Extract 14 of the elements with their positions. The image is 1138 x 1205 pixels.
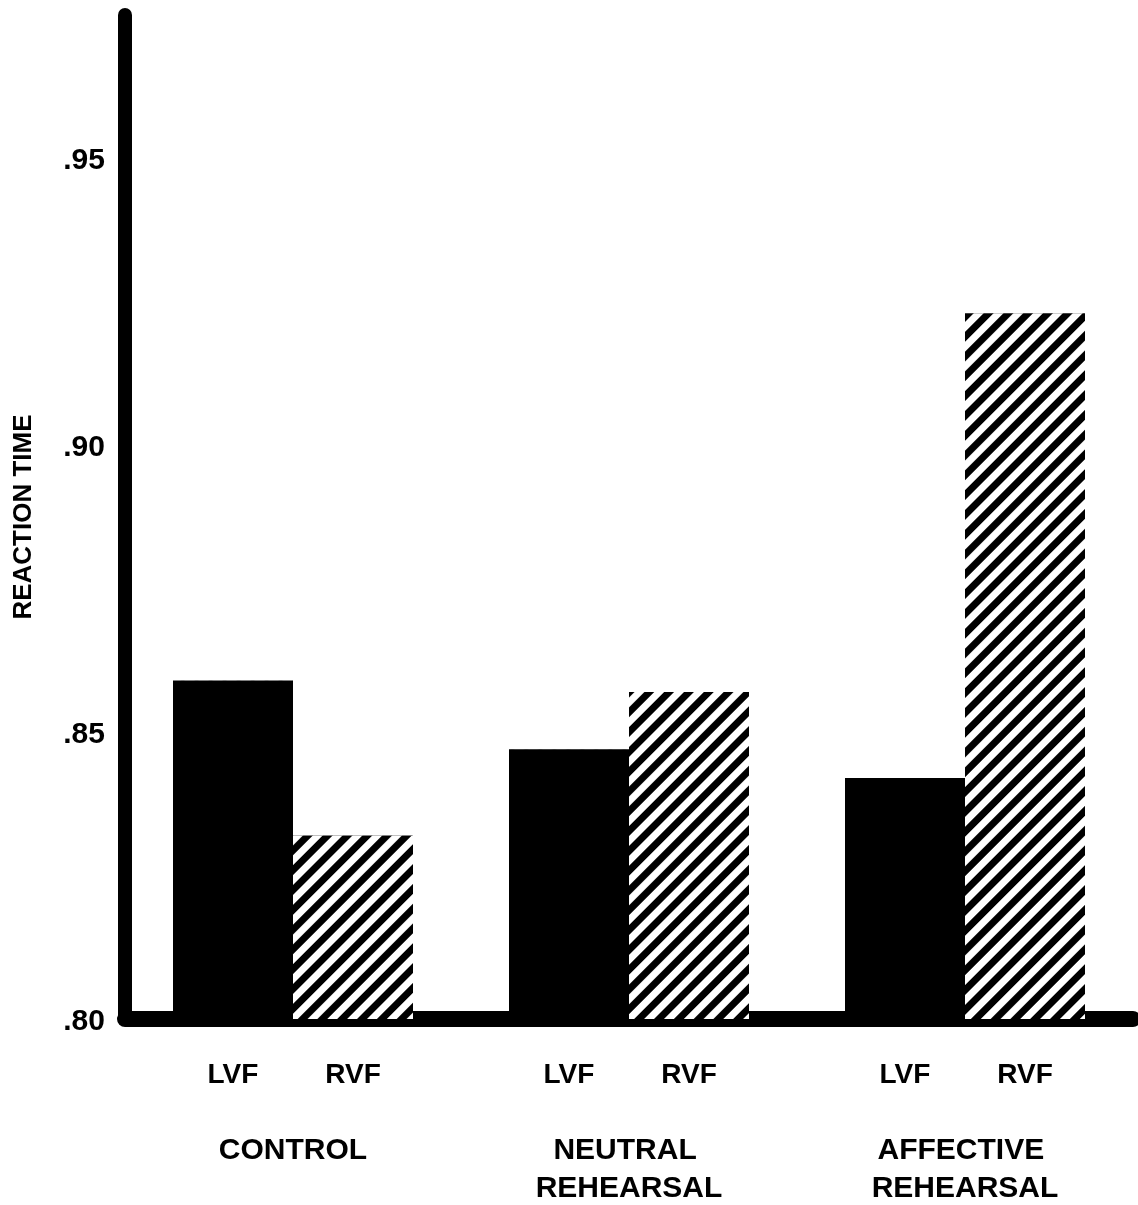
y-tick-label: .80 bbox=[63, 1002, 105, 1036]
series-label: RVF bbox=[325, 1057, 381, 1089]
text: LVF bbox=[543, 1057, 595, 1089]
x-tick-label: NEUTRAL REHEARSAL bbox=[535, 1131, 723, 1203]
text: RVF bbox=[661, 1057, 717, 1089]
x-tick-label: AFFECTIVE REHEARSAL bbox=[871, 1131, 1059, 1203]
text: LVF bbox=[879, 1057, 931, 1089]
y-axis-title: REACTION TIME bbox=[7, 414, 37, 620]
y-tick-label: .85 bbox=[63, 715, 105, 749]
series-label: LVF bbox=[207, 1057, 259, 1089]
y-tick-label: .95 bbox=[63, 141, 105, 175]
text: RVF bbox=[997, 1057, 1053, 1089]
x-tick-label: CONTROL bbox=[218, 1131, 368, 1165]
y-tick-label: .90 bbox=[63, 428, 105, 462]
